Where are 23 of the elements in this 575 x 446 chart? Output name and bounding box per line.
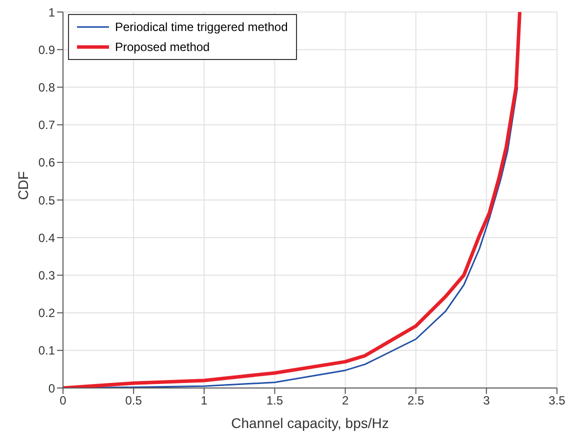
y-tick-label: 0.8	[38, 80, 56, 94]
y-tick-label: 0.3	[38, 268, 56, 282]
x-tick-label: 0.5	[125, 394, 142, 408]
legend-label: Periodical time triggered method	[115, 19, 288, 36]
y-axis-title: CDF	[14, 171, 31, 200]
y-tick-label: 0.2	[38, 306, 56, 320]
y-tick-label: 0	[48, 381, 56, 396]
x-tick-label: 3	[483, 394, 490, 408]
y-tick-label: 1	[48, 5, 56, 20]
legend-label: Proposed method	[115, 39, 210, 56]
y-tick-label: 0.6	[38, 156, 56, 170]
x-tick-label: 2	[342, 394, 349, 408]
x-axis-title: Channel capacity, bps/Hz	[231, 415, 389, 431]
x-tick-label: 2.5	[408, 394, 425, 408]
x-tick-label: 1.5	[266, 394, 284, 408]
y-tick-label: 0.5	[38, 193, 56, 208]
y-tick-label: 0.1	[38, 344, 56, 358]
y-tick-label: 0.9	[38, 42, 56, 57]
y-tick-label: 0.7	[38, 118, 56, 132]
x-tick-label: 1	[200, 394, 208, 408]
x-tick-label: 3.5	[548, 394, 566, 408]
y-tick-label: 0.4	[38, 230, 56, 245]
x-tick-label: 0	[60, 394, 67, 408]
